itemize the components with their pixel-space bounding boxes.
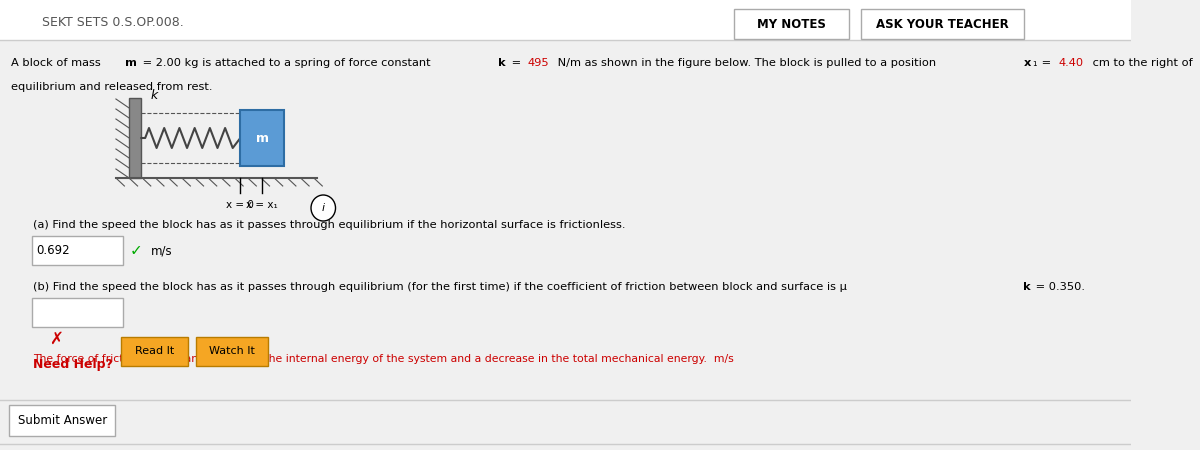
FancyBboxPatch shape	[734, 9, 850, 39]
FancyBboxPatch shape	[0, 0, 1130, 40]
Text: = 0.350.: = 0.350.	[1032, 282, 1085, 292]
Text: m/s: m/s	[151, 244, 173, 257]
Text: Submit Answer: Submit Answer	[18, 414, 107, 427]
Bar	[240, 110, 283, 166]
Text: MY NOTES: MY NOTES	[757, 18, 826, 31]
FancyBboxPatch shape	[32, 236, 124, 265]
Text: (b) Find the speed the block has as it passes through equilibrium (for the first: (b) Find the speed the block has as it p…	[32, 282, 847, 292]
Text: m: m	[256, 131, 269, 144]
Text: x = 0: x = 0	[227, 200, 254, 210]
Text: =: =	[508, 58, 524, 68]
FancyBboxPatch shape	[196, 337, 268, 366]
Text: A block of mass: A block of mass	[11, 58, 104, 68]
Text: m: m	[125, 58, 137, 68]
FancyBboxPatch shape	[10, 405, 115, 436]
Text: 495: 495	[528, 58, 550, 68]
Text: = 2.00 kg is attached to a spring of force constant: = 2.00 kg is attached to a spring of for…	[139, 58, 434, 68]
Circle shape	[311, 195, 336, 221]
Text: Read It: Read It	[134, 346, 174, 356]
Text: SEKT SETS 0.S.OP.008.: SEKT SETS 0.S.OP.008.	[42, 15, 184, 28]
Text: equilibrium and released from rest.: equilibrium and released from rest.	[11, 82, 212, 92]
Text: k: k	[151, 89, 158, 102]
Text: (a) Find the speed the block has as it passes through equilibrium if the horizon: (a) Find the speed the block has as it p…	[32, 220, 625, 230]
Text: x = x₁: x = x₁	[246, 200, 278, 210]
Text: Need Help?: Need Help?	[32, 358, 113, 371]
Text: The force of friction causes an increase in the internal energy of the system an: The force of friction causes an increase…	[32, 354, 733, 364]
Text: N/m as shown in the figure below. The block is pulled to a position: N/m as shown in the figure below. The bl…	[554, 58, 940, 68]
Text: ₁: ₁	[1032, 58, 1037, 68]
Bar	[130, 98, 142, 178]
Text: k: k	[498, 58, 506, 68]
Text: 0.692: 0.692	[36, 244, 70, 257]
FancyBboxPatch shape	[32, 298, 124, 327]
Text: ASK YOUR TEACHER: ASK YOUR TEACHER	[876, 18, 1009, 31]
Text: Watch It: Watch It	[209, 346, 254, 356]
Text: ✗: ✗	[49, 330, 62, 348]
Text: x: x	[1024, 58, 1031, 68]
Text: 4.40: 4.40	[1058, 58, 1084, 68]
Text: i: i	[322, 203, 325, 213]
Text: =: =	[1038, 58, 1055, 68]
FancyBboxPatch shape	[862, 9, 1024, 39]
FancyBboxPatch shape	[121, 337, 188, 366]
Text: k: k	[1022, 282, 1031, 292]
Text: ✓: ✓	[130, 243, 143, 258]
Text: cm to the right of: cm to the right of	[1088, 58, 1193, 68]
